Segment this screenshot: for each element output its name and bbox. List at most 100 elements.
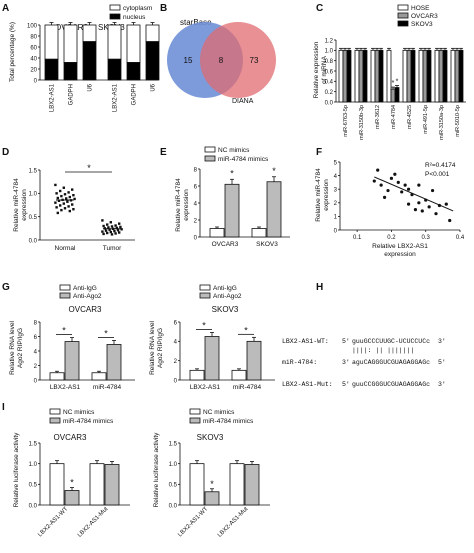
panel-d-point xyxy=(67,191,70,194)
panel-i-right-legend-nc-swatch xyxy=(189,408,201,415)
panel-d-point xyxy=(109,230,112,234)
panel-h-prime-5: 5' xyxy=(342,381,350,388)
panel-h-pairing-marks: ||||: || ||||||| xyxy=(352,347,414,354)
panel-label: D xyxy=(2,147,9,158)
panel-h-prime-3: 5' xyxy=(438,359,446,366)
panel-a-x-tick-label: U6 xyxy=(88,83,94,91)
panel-d-point xyxy=(56,196,59,200)
panel-g-y-tick-label: 8 xyxy=(34,320,38,326)
panel-a-bar-nucleus xyxy=(82,41,97,81)
panel-e-legend-nc-swatch xyxy=(204,146,216,153)
panel-e-legend-mimics-label: miR-4784 mimics xyxy=(218,156,269,163)
panel-d-point xyxy=(120,228,123,231)
panel-g-x-tick-label: LBX2-AS1 xyxy=(50,384,81,391)
panel-a-bar-nucleus xyxy=(63,62,78,81)
panel-d-point xyxy=(116,229,120,232)
panel-a-legend-nucleus-label: nucleus xyxy=(123,14,146,21)
panel-e-sig-star: * xyxy=(230,168,234,178)
panel-a-y-tick-label: 20 xyxy=(30,67,37,73)
panel-c-bar-skov3 xyxy=(458,49,464,103)
panel-i-bar xyxy=(49,463,65,506)
panel-i-bar xyxy=(64,490,80,506)
panel-e-y-tick-label: 4 xyxy=(194,201,198,207)
panel-c-legend-skov3-swatch xyxy=(397,20,409,27)
panel-g-right-legend-ago2-swatch xyxy=(199,292,211,299)
panel-a-y-tick-label: 100 xyxy=(27,23,38,29)
panel-g-x-tick-label: miR-4784 xyxy=(93,384,122,391)
panel-g-bar xyxy=(204,336,220,381)
venn-count-left: 15 xyxy=(184,56,193,65)
panel-c-x-tick-label: miR-3612 xyxy=(375,105,381,129)
panel-h-prime-3: 3' xyxy=(438,338,446,345)
panel-g-bar xyxy=(246,340,262,381)
panel-c-y-tick-label: 1.0 xyxy=(325,49,334,55)
panel-g-right-legend-igg-label: Anti-IgG xyxy=(213,285,237,292)
panel-i-bar xyxy=(244,464,260,506)
panel-i-left-legend-mimics-label: miR-4784 mimics xyxy=(63,418,114,425)
panel-d-sig-star: * xyxy=(87,163,91,173)
panel-d-y-tick-label: 1.5 xyxy=(29,168,38,174)
panel-a-ylabel: Total percentage (%) xyxy=(9,22,16,82)
panel-h-sequence: guuCCGGGUCGUAGAGGAGc xyxy=(352,381,430,388)
panel-c-ylabel: of miRNA xyxy=(321,55,328,83)
panel-d-point xyxy=(109,221,112,224)
panel-g-bar xyxy=(189,369,205,381)
panel-label: H xyxy=(316,282,323,293)
panel-a-bar-nucleus xyxy=(44,58,59,81)
panel-f-point xyxy=(417,183,421,187)
panel-d-point xyxy=(68,209,71,213)
panel-f-point xyxy=(413,208,418,212)
panel-f-x-tick-label: 0.2 xyxy=(387,235,396,241)
panel-c-bar-skov3 xyxy=(346,49,352,103)
panel-c-bar-hose xyxy=(354,49,360,103)
panel-c-bar-skov3 xyxy=(378,49,384,103)
panel-d-point xyxy=(101,219,104,222)
panel-c-bar-hose xyxy=(386,49,392,103)
panel-a-bar-cytoplasm xyxy=(44,24,59,60)
panel-g-y-tick-label: 0 xyxy=(174,378,178,384)
panel-d-point xyxy=(71,188,74,191)
panel-a-bar-cytoplasm xyxy=(126,24,141,63)
panel-d-point xyxy=(59,189,62,193)
panel-g-left-legend-ago2-swatch xyxy=(59,292,71,299)
panel-d-point xyxy=(55,192,58,195)
panel-label: A xyxy=(2,3,9,14)
panel-c-bar-ovcar3 xyxy=(342,49,348,103)
panel-g-x-tick-label: LBX2-AS1 xyxy=(190,384,221,391)
panel-a-bar-cytoplasm xyxy=(107,24,122,60)
panel-c-bar-skov3 xyxy=(410,49,416,103)
panel-d-point xyxy=(71,203,74,206)
panel-g-title-skov3: SKOV3 xyxy=(212,305,239,314)
panel-e-y-tick-label: 2 xyxy=(194,218,198,224)
panel-d-x-tick-label: Normal xyxy=(55,245,77,252)
panel-f-x-tick-label: 0.3 xyxy=(422,235,431,241)
panel-c-sig-star: * xyxy=(396,79,399,86)
panel-e-y-tick-label: 6 xyxy=(194,184,198,190)
panel-a-legend-cytoplasm-swatch xyxy=(109,4,121,11)
panel-c-bar-ovcar3 xyxy=(422,49,428,103)
panel-c-x-tick-label: miR-3150b-3p xyxy=(359,105,365,140)
panel-c-legend-hose-label: HOSE xyxy=(411,5,430,12)
panel-c-y-tick-label: 0.8 xyxy=(325,59,334,65)
panel-g-y-tick-label: 4 xyxy=(174,340,178,346)
panel-i-x-tick-label: LBX2-AS1-WT xyxy=(37,506,69,538)
panel-d-point xyxy=(118,222,121,225)
panel-d-point xyxy=(67,205,70,208)
panel-c-sig-star: * xyxy=(392,80,395,87)
panel-c-x-tick-label: miR-4525 xyxy=(407,105,413,129)
panel-c-bar-hose xyxy=(402,49,408,103)
panel-f-xlabel: Relative LBX2-AS1 xyxy=(372,243,428,250)
panel-e-bar xyxy=(209,228,225,238)
panel-d-point xyxy=(118,231,121,234)
panel-d-point xyxy=(56,211,59,215)
panel-f-point xyxy=(403,183,407,187)
panel-a-bar-nucleus xyxy=(107,58,122,81)
panel-i-title-ovcar3: OVCAR3 xyxy=(54,433,87,442)
panel-label: C xyxy=(316,3,323,14)
panel-d-point xyxy=(73,197,76,201)
panel-d-x-tick-label: Tumor xyxy=(103,245,122,252)
panel-f-point xyxy=(406,187,411,191)
panel-c-bar-skov3 xyxy=(362,49,368,103)
panel-g-right-legend-igg-swatch xyxy=(199,284,211,291)
